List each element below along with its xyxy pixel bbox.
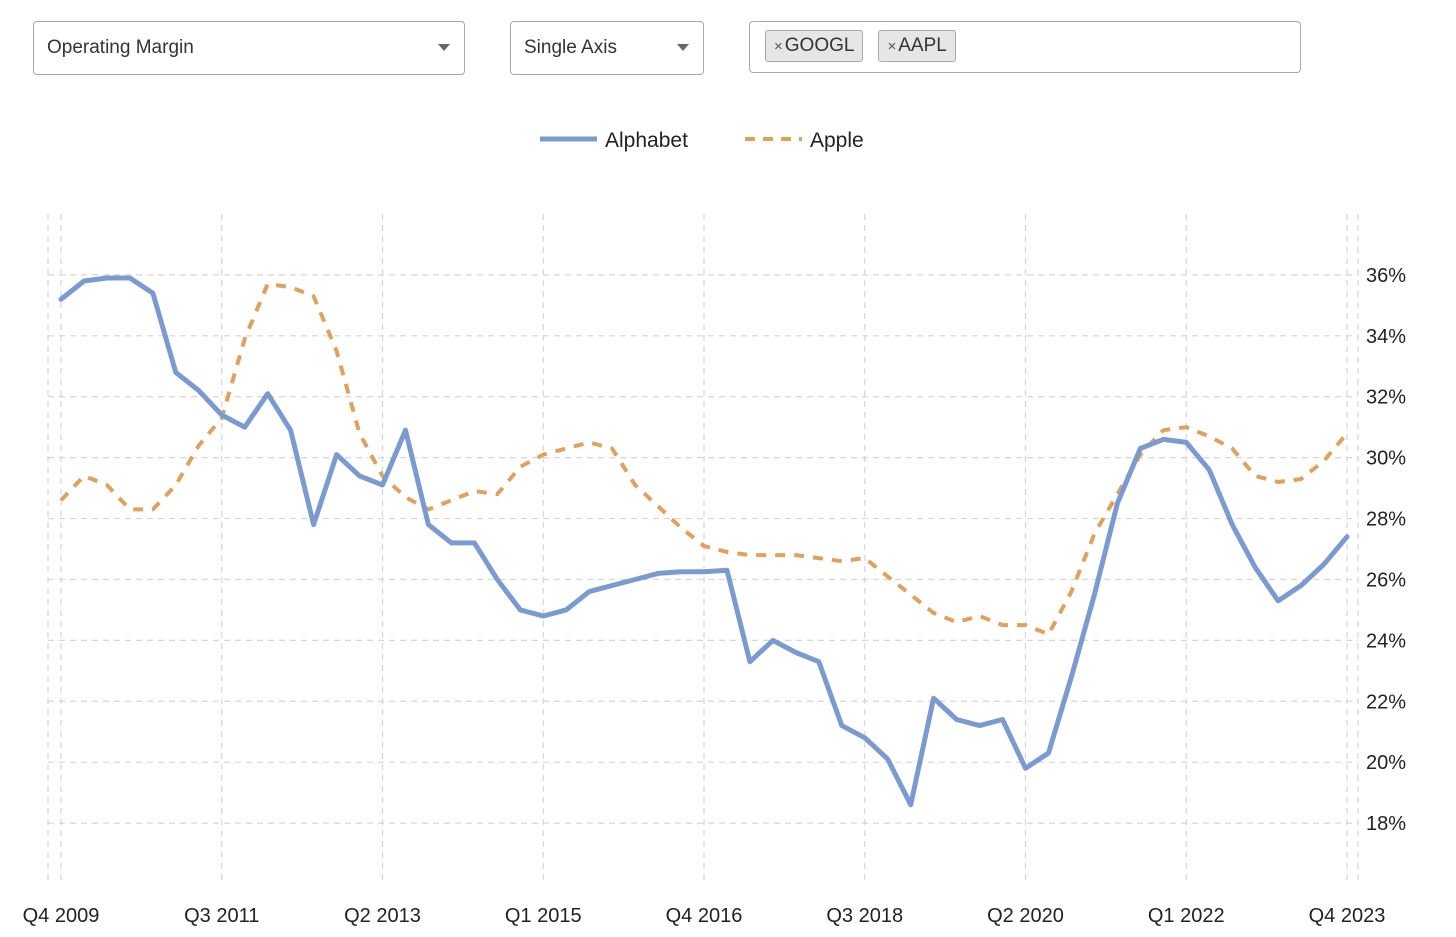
x-tick-label: Q1 2015 (505, 905, 582, 927)
ticker-multiselect[interactable]: × GOOGL × AAPL (749, 21, 1301, 73)
x-tick-label: Q2 2020 (987, 905, 1064, 927)
x-tick-label: Q3 2018 (826, 905, 903, 927)
grid (47, 214, 1359, 884)
legend[interactable]: Alphabet Apple (540, 129, 864, 152)
ticker-tag-label: GOOGL (784, 35, 855, 56)
ticker-tag-label: AAPL (898, 35, 947, 56)
y-tick-label: 34% (1366, 326, 1406, 348)
metric-dropdown-value: Operating Margin (47, 37, 194, 58)
y-tick-label: 26% (1366, 569, 1406, 591)
y-tick-label: 36% (1366, 265, 1406, 287)
ticker-tag-aapl: × AAPL (878, 30, 956, 62)
legend-label-apple[interactable]: Apple (810, 129, 864, 152)
series-line-alphabet[interactable] (58, 275, 1350, 808)
chevron-down-icon (677, 44, 689, 51)
y-tick-label: 24% (1366, 630, 1406, 652)
x-tick-label: Q4 2009 (23, 905, 100, 927)
y-tick-label: 30% (1366, 448, 1406, 470)
x-tick-label: Q4 2023 (1309, 905, 1386, 927)
y-tick-label: 18% (1366, 813, 1406, 835)
legend-label-alphabet[interactable]: Alphabet (605, 129, 688, 152)
y-axis-ticks: 18% 20% 22% 24% 26% 28% 30% 32% 34% 36% (1366, 265, 1406, 835)
ticker-tag-googl: × GOOGL (765, 30, 864, 62)
x-axis-ticks: Q4 2009 Q3 2011 Q2 2013 Q1 2015 Q4 2016 Q3 20… (23, 905, 1386, 927)
axis-mode-dropdown-value: Single Axis (524, 37, 617, 58)
y-tick-label: 28% (1366, 509, 1406, 531)
x-tick-label: Q3 2011 (184, 905, 259, 927)
y-tick-label: 22% (1366, 691, 1406, 713)
series-line-apple[interactable] (59, 282, 1349, 637)
x-tick-label: Q2 2013 (344, 905, 421, 927)
remove-tag-icon[interactable]: × (774, 37, 783, 55)
x-tick-label: Q1 2022 (1148, 905, 1225, 927)
y-tick-label: 20% (1366, 752, 1406, 774)
x-tick-label: Q4 2016 (666, 905, 743, 927)
chevron-down-icon (438, 44, 450, 51)
metric-dropdown[interactable]: Operating Margin (33, 21, 465, 75)
series-lines (58, 275, 1350, 808)
remove-tag-icon[interactable]: × (887, 37, 897, 55)
axis-mode-dropdown[interactable]: Single Axis (510, 21, 704, 75)
y-tick-label: 32% (1366, 387, 1406, 409)
